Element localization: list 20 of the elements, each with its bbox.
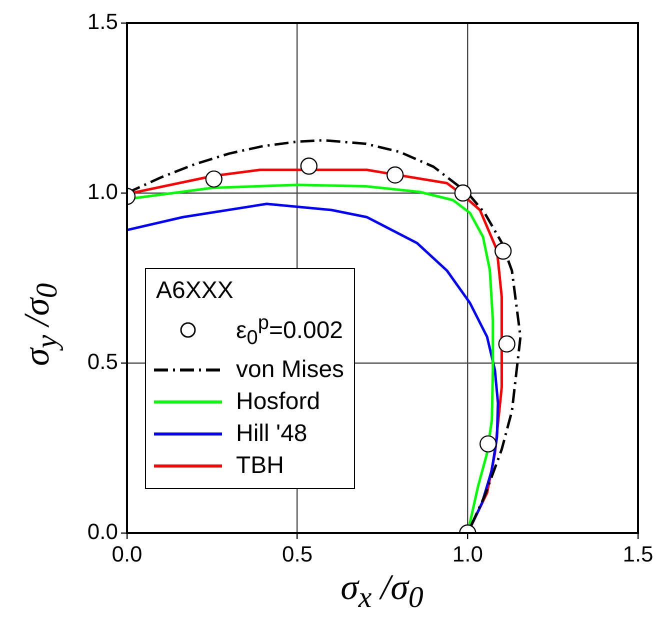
legend-label: von Mises (236, 354, 344, 385)
legend-label: TBH (236, 450, 284, 481)
x-tick-label: 0.5 (282, 541, 313, 566)
point (205, 170, 222, 188)
x-tick-label: 1.0 (452, 541, 483, 566)
point (498, 335, 516, 353)
legend-label: ε$_{0}$$^{p}$=0.002 (236, 311, 344, 351)
x-axis-title: σ$_{x}$ /σ$_{0}$ (340, 566, 424, 616)
point (494, 242, 512, 260)
legend-label: Hill '48 (236, 418, 308, 449)
y-tick-label: 1.0 (87, 179, 118, 204)
legend-title: A6XXX (155, 276, 234, 306)
point (480, 435, 497, 453)
point (454, 184, 472, 202)
point (386, 166, 404, 184)
x-tick-label: 1.5 (622, 541, 654, 566)
y-tick-label: 1.5 (87, 9, 118, 34)
y-tick-label: 0.5 (87, 349, 118, 374)
point (300, 158, 318, 175)
legend-label: Hosford (236, 386, 320, 417)
